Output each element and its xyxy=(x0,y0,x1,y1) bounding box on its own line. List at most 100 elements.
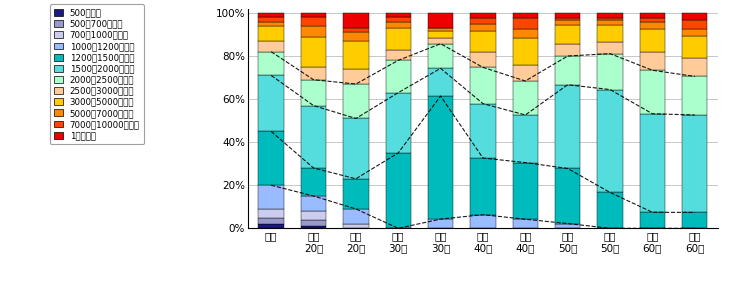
Bar xyxy=(301,168,327,196)
Bar xyxy=(343,118,369,179)
Bar xyxy=(428,13,453,28)
Bar xyxy=(301,220,327,226)
Bar xyxy=(301,211,327,220)
Bar xyxy=(259,22,284,26)
Bar xyxy=(343,41,369,69)
Bar xyxy=(470,215,496,228)
Bar xyxy=(512,38,538,65)
Bar xyxy=(640,22,665,29)
Bar xyxy=(470,158,496,215)
Bar xyxy=(428,28,453,32)
Bar xyxy=(555,56,580,85)
Bar xyxy=(259,131,284,185)
Bar xyxy=(386,50,411,60)
Bar xyxy=(470,51,496,67)
Bar xyxy=(682,58,707,77)
Bar xyxy=(555,25,580,44)
Bar xyxy=(682,77,707,115)
Bar xyxy=(301,13,327,17)
Bar xyxy=(597,42,623,54)
Bar xyxy=(512,18,538,29)
Bar xyxy=(343,209,369,224)
Bar xyxy=(512,163,538,219)
Bar xyxy=(301,67,327,80)
Bar xyxy=(682,212,707,228)
Bar xyxy=(597,54,623,90)
Bar xyxy=(512,13,538,18)
Bar xyxy=(259,75,284,131)
Bar xyxy=(470,13,496,18)
Bar xyxy=(597,20,623,25)
Bar xyxy=(386,28,411,50)
Bar xyxy=(301,226,327,228)
Bar xyxy=(682,36,707,58)
Bar xyxy=(555,18,580,20)
Bar xyxy=(682,13,707,20)
Bar xyxy=(512,81,538,115)
Bar xyxy=(512,115,538,163)
Bar xyxy=(301,105,327,168)
Bar xyxy=(640,212,665,228)
Bar xyxy=(512,29,538,38)
Bar xyxy=(259,218,284,224)
Bar xyxy=(386,22,411,28)
Bar xyxy=(428,44,453,68)
Bar xyxy=(259,13,284,17)
Bar xyxy=(428,38,453,44)
Legend: 500円未満, 500〜700円未満, 700〜1000円未満, 1000〜1200円未満, 1200〜1500円未満, 1500〜2000円未満, 2000〜: 500円未満, 500〜700円未満, 700〜1000円未満, 1000〜12… xyxy=(50,4,144,144)
Bar xyxy=(640,52,665,70)
Bar xyxy=(640,29,665,52)
Bar xyxy=(428,219,453,228)
Bar xyxy=(343,28,369,32)
Bar xyxy=(301,196,327,211)
Bar xyxy=(555,168,580,223)
Bar xyxy=(259,26,284,41)
Bar xyxy=(386,13,411,17)
Bar xyxy=(386,93,411,153)
Bar xyxy=(301,37,327,67)
Bar xyxy=(428,96,453,219)
Bar xyxy=(343,32,369,41)
Bar xyxy=(597,25,623,42)
Bar xyxy=(259,209,284,218)
Bar xyxy=(470,31,496,51)
Bar xyxy=(555,223,580,228)
Bar xyxy=(597,18,623,20)
Bar xyxy=(597,192,623,228)
Bar xyxy=(343,179,369,209)
Bar xyxy=(470,18,496,24)
Bar xyxy=(386,17,411,22)
Bar xyxy=(259,17,284,22)
Bar xyxy=(470,104,496,158)
Bar xyxy=(428,68,453,96)
Bar xyxy=(597,90,623,192)
Bar xyxy=(386,153,411,228)
Bar xyxy=(555,85,580,168)
Bar xyxy=(470,67,496,104)
Bar xyxy=(301,17,327,26)
Bar xyxy=(682,29,707,36)
Bar xyxy=(555,13,580,18)
Bar xyxy=(640,13,665,18)
Bar xyxy=(555,44,580,56)
Bar xyxy=(259,224,284,228)
Bar xyxy=(555,20,580,25)
Bar xyxy=(428,32,453,38)
Bar xyxy=(259,41,284,52)
Bar xyxy=(470,24,496,31)
Bar xyxy=(597,13,623,18)
Bar xyxy=(682,115,707,212)
Bar xyxy=(640,18,665,22)
Bar xyxy=(259,185,284,209)
Bar xyxy=(343,224,369,228)
Bar xyxy=(259,52,284,75)
Bar xyxy=(640,70,665,114)
Bar xyxy=(301,80,327,105)
Bar xyxy=(301,26,327,37)
Bar xyxy=(512,65,538,81)
Bar xyxy=(343,13,369,28)
Bar xyxy=(343,69,369,84)
Bar xyxy=(386,60,411,93)
Bar xyxy=(343,84,369,118)
Bar xyxy=(640,114,665,212)
